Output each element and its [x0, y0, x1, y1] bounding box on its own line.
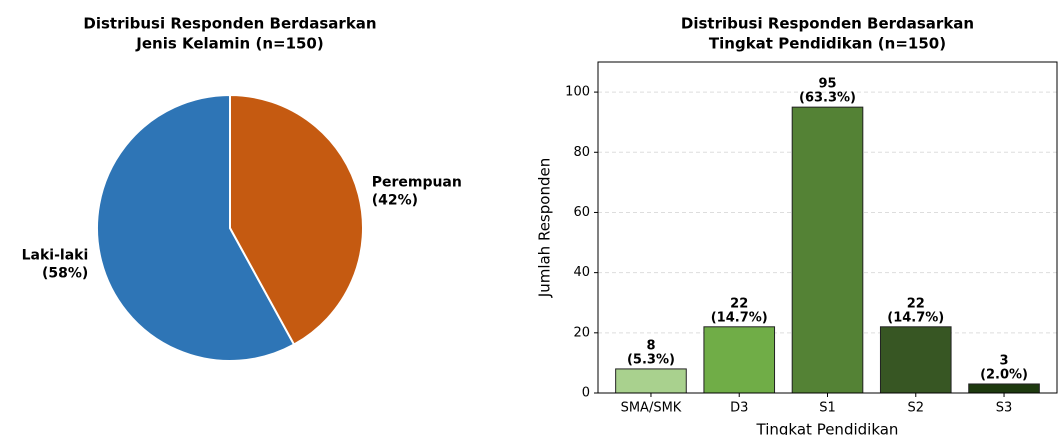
slice-value-label: (58%) [42, 265, 88, 281]
bar-value-label: 8 [646, 338, 655, 353]
bar-share-label: (14.7%) [887, 310, 944, 325]
bar-share-label: (2.0%) [980, 367, 1028, 382]
x-tick-label: D3 [730, 401, 748, 416]
y-tick-label: 20 [573, 325, 590, 340]
slice-label: Laki-laki [22, 247, 89, 263]
bar [879, 326, 952, 394]
y-axis-label: Jumlah Responden [536, 158, 554, 298]
bar [703, 326, 776, 394]
x-tick-label: S2 [908, 401, 925, 416]
x-tick-label: SMA/SMK [621, 401, 682, 416]
y-tick-label: 40 [573, 265, 590, 280]
bar-share-label: (63.3%) [799, 91, 856, 106]
y-tick-label: 60 [573, 205, 590, 220]
bar-value-label: 95 [818, 77, 836, 92]
bar-value-label: 22 [907, 296, 925, 311]
chart-title: Jenis Kelamin (n=150) [135, 35, 323, 53]
bar [968, 383, 1040, 394]
y-tick-label: 0 [582, 386, 590, 401]
bar [615, 368, 687, 394]
bar-share-label: (14.7%) [711, 310, 768, 325]
chart-title: Distribusi Responden Berdasarkan [83, 15, 376, 33]
pie-slice [96, 93, 296, 362]
x-tick-label: S3 [996, 401, 1013, 416]
bar-share-label: (5.3%) [627, 352, 675, 367]
x-axis-label: Tingkat Pendidikan [756, 421, 899, 436]
slice-label: Perempuan [372, 175, 462, 191]
bar-value-label: 22 [730, 296, 748, 311]
chart-title: Distribusi Responden Berdasarkan [681, 15, 974, 33]
y-tick-label: 80 [573, 145, 590, 160]
y-tick-label: 100 [565, 85, 590, 100]
bar [791, 106, 864, 394]
bar-value-label: 3 [1000, 353, 1009, 368]
x-tick-label: S1 [819, 401, 836, 416]
pie-slice [229, 93, 364, 346]
slice-value-label: (42%) [372, 193, 418, 209]
chart-title: Tingkat Pendidikan (n=150) [709, 35, 946, 53]
axes-frame [597, 61, 1058, 394]
